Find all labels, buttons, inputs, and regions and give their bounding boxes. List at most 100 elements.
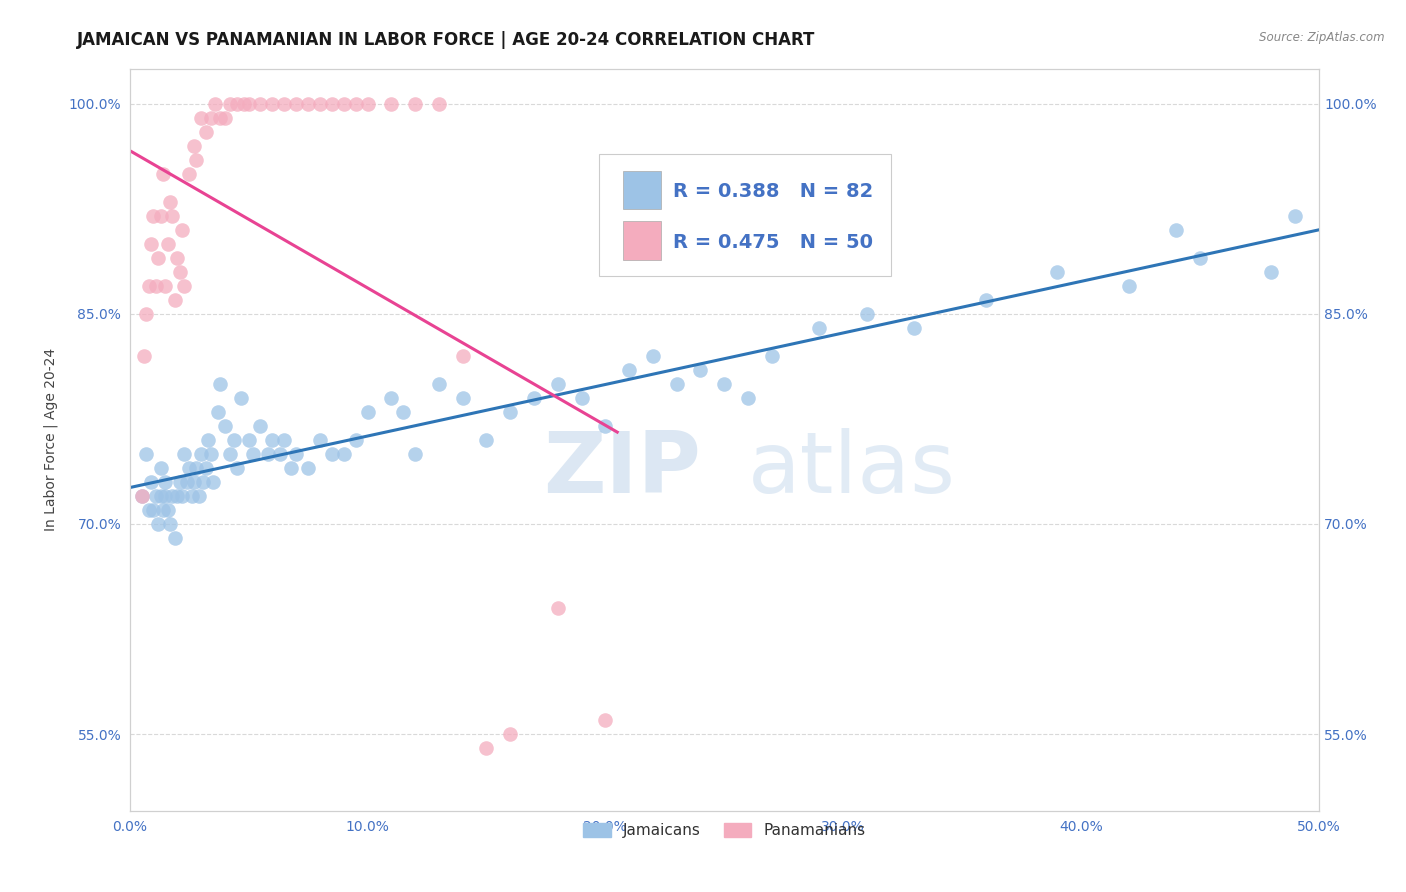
Point [269,447,291,461]
Point [309,96,332,111]
FancyBboxPatch shape [623,170,661,210]
Point [209,376,232,391]
Point [166,489,188,503]
Point [297,461,319,475]
Point [183,138,205,153]
Point [209,111,232,125]
Text: R = 0.388   N = 82: R = 0.388 N = 82 [673,182,873,201]
Point [194,125,217,139]
Point [1188,251,1211,265]
Point [145,278,167,293]
Legend: Jamaicans, Panamanians: Jamaicans, Panamanians [576,817,872,845]
Point [231,391,253,405]
Point [204,96,226,111]
Point [138,278,160,293]
Point [309,433,332,447]
Point [135,447,157,461]
Point [142,503,165,517]
Point [186,461,208,475]
Point [149,489,172,503]
Point [1118,278,1140,293]
Point [392,405,415,419]
Point [427,96,450,111]
Point [156,503,179,517]
Point [1164,222,1187,236]
Point [713,376,735,391]
Point [149,209,172,223]
Point [761,349,783,363]
Point [332,96,354,111]
Point [156,236,179,251]
Point [256,447,278,461]
Point [321,96,343,111]
Point [148,251,170,265]
FancyBboxPatch shape [623,221,661,260]
Text: Source: ZipAtlas.com: Source: ZipAtlas.com [1260,31,1385,45]
Point [142,209,165,223]
Point [273,96,295,111]
Point [571,391,593,405]
Point [135,307,157,321]
Point [179,461,201,475]
Point [159,516,181,531]
Point [201,475,224,489]
Point [641,349,664,363]
Point [974,293,997,307]
Point [380,391,402,405]
Point [214,418,236,433]
Point [404,447,426,461]
Point [132,349,155,363]
Point [242,447,264,461]
Y-axis label: In Labor Force | Age 20-24: In Labor Force | Age 20-24 [44,348,58,532]
Point [214,111,236,125]
Point [207,405,229,419]
Point [139,475,162,489]
Point [737,391,759,405]
Point [238,96,260,111]
Point [273,433,295,447]
Point [218,447,240,461]
Point [194,461,217,475]
Point [155,278,177,293]
Point [344,433,367,447]
Point [475,741,498,756]
Point [285,447,308,461]
Point [170,489,193,503]
Text: atlas: atlas [748,428,956,511]
Point [249,96,271,111]
Point [262,433,284,447]
Point [808,320,831,334]
Point [665,376,688,391]
Point [145,489,167,503]
Point [152,503,174,517]
Point [404,96,426,111]
Point [280,461,302,475]
Point [249,418,271,433]
Point [169,265,191,279]
Point [179,167,201,181]
Point [689,363,711,377]
Point [218,96,240,111]
Point [148,516,170,531]
Point [190,111,212,125]
Point [595,418,617,433]
Point [262,96,284,111]
Point [162,209,184,223]
Point [193,475,215,489]
Point [238,433,260,447]
Point [163,531,186,545]
Point [356,96,378,111]
Point [190,447,212,461]
Point [162,489,184,503]
Point [547,376,569,391]
Point [197,433,219,447]
Point [321,447,343,461]
Point [856,307,879,321]
Point [332,447,354,461]
Point [225,461,247,475]
Point [344,96,367,111]
Point [224,433,246,447]
Point [176,475,198,489]
Point [547,601,569,615]
Point [451,349,474,363]
